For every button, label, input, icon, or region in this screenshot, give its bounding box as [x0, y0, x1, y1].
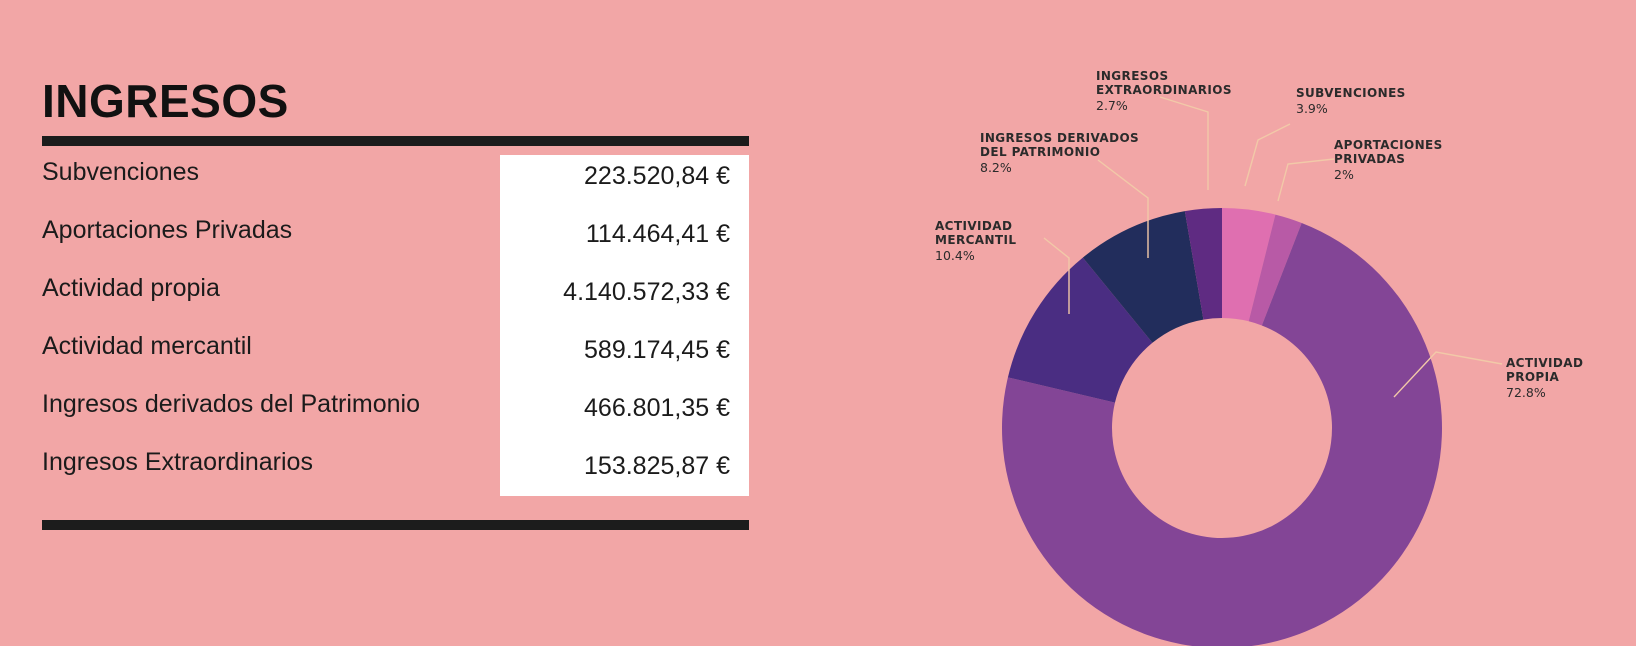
slice-label: ACTIVIDAD: [935, 219, 1012, 233]
row-value: 466.801,35 €: [584, 394, 730, 422]
slice-label: PRIVADAS: [1334, 152, 1405, 166]
slice-percent: 72.8%: [1506, 385, 1546, 400]
table-row: Actividad mercantil 589.174,45 €: [42, 332, 730, 390]
leader-line: [1393, 351, 1503, 398]
slice-percent: 10.4%: [935, 248, 975, 263]
top-rule: [42, 136, 749, 146]
row-label: Aportaciones Privadas: [42, 216, 293, 244]
slice-label: INGRESOS DERIVADOS: [980, 131, 1139, 145]
pie-slice: [1184, 208, 1222, 320]
slice-label: MERCANTIL: [935, 233, 1016, 247]
slice-percent: 3.9%: [1296, 101, 1328, 116]
row-label: Subvenciones: [42, 158, 200, 186]
row-value: 153.825,87 €: [584, 452, 730, 480]
table-row: Subvenciones 223.520,84 €: [42, 158, 730, 216]
table-row: Ingresos derivados del Patrimonio 466.80…: [42, 390, 730, 448]
row-value: 223.520,84 €: [584, 162, 730, 190]
slice-label: SUBVENCIONES: [1296, 86, 1406, 100]
table-row: Ingresos Extraordinarios 153.825,87 €: [42, 448, 730, 506]
row-label: Actividad propia: [42, 274, 220, 302]
leader-line: [1277, 158, 1335, 202]
slice-percent: 8.2%: [980, 160, 1012, 175]
row-label: Ingresos Extraordinarios: [42, 448, 313, 476]
pie-slice: [1248, 214, 1302, 326]
row-value: 4.140.572,33 €: [563, 278, 730, 306]
slice-label: DEL PATRIMONIO: [980, 145, 1100, 159]
slice-percent: 2%: [1334, 167, 1354, 182]
row-label: Actividad mercantil: [42, 332, 252, 360]
slice-label: ACTIVIDAD: [1506, 356, 1583, 370]
table-row: Aportaciones Privadas 114.464,41 €: [42, 216, 730, 274]
leader-line: [1159, 96, 1209, 190]
slice-label: PROPIA: [1506, 370, 1559, 384]
row-label: Ingresos derivados del Patrimonio: [42, 390, 420, 418]
row-value: 589.174,45 €: [584, 336, 730, 364]
pie-slice: [1002, 222, 1442, 646]
slice-label: EXTRAORDINARIOS: [1096, 83, 1232, 97]
slice-label: APORTACIONES: [1334, 138, 1443, 152]
leader-line: [1097, 159, 1149, 258]
pie-slice: [1082, 211, 1204, 343]
bottom-rule: [42, 520, 749, 530]
row-value: 114.464,41 €: [585, 220, 730, 248]
leader-line: [1244, 123, 1291, 187]
slice-percent: 2.7%: [1096, 98, 1128, 113]
pie-slice: [1007, 257, 1153, 403]
table-row: Actividad propia 4.140.572,33 €: [42, 274, 730, 332]
slice-label: INGRESOS: [1096, 69, 1168, 83]
pie-slice: [1222, 208, 1276, 322]
values-panel: [500, 155, 749, 496]
leader-line: [1043, 237, 1070, 314]
page-title: INGRESOS: [42, 75, 289, 127]
